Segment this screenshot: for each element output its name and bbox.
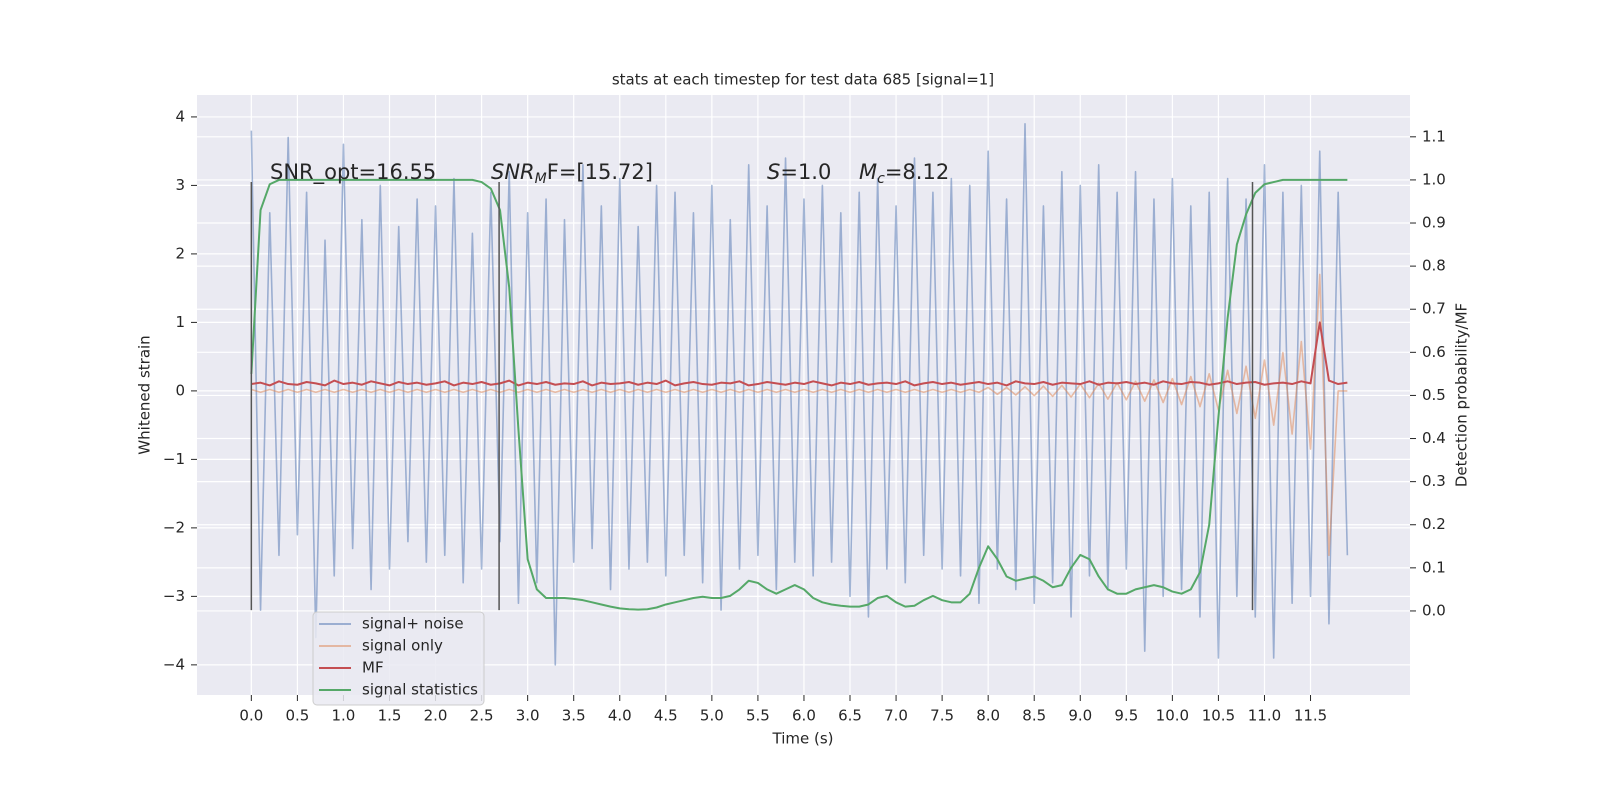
- x-tick-label: 3.0: [516, 707, 540, 725]
- annotation: SNR_opt=16.55: [270, 160, 436, 185]
- y-tick-label: 2: [175, 244, 185, 262]
- y-tick-label: 0: [175, 381, 185, 399]
- annotation-part: S: [767, 160, 780, 184]
- x-axis-label: Time (s): [772, 730, 834, 748]
- y2-axis-label: Detection probability/MF: [1453, 303, 1471, 487]
- x-tick-label: 5.5: [746, 707, 770, 725]
- series-line: [251, 273, 1348, 557]
- legend-label: MF: [362, 659, 384, 677]
- x-tick-label: 10.5: [1202, 707, 1235, 725]
- y2-tick-label: 0.3: [1422, 472, 1446, 490]
- x-tick-label: 10.0: [1156, 707, 1189, 725]
- x-tick-label: 8.0: [976, 707, 1000, 725]
- x-tick-label: 1.0: [332, 707, 356, 725]
- x-tick-label: 6.5: [838, 707, 862, 725]
- y-tick-label: 4: [175, 107, 185, 125]
- legend-label: signal statistics: [362, 681, 478, 699]
- legend-label: signal only: [362, 637, 443, 655]
- x-tick-label: 5.0: [700, 707, 724, 725]
- x-tick-label: 0.0: [239, 707, 263, 725]
- x-tick-label: 7.5: [930, 707, 954, 725]
- annotation-part: M: [859, 160, 877, 184]
- legend-label: signal+ noise: [362, 615, 464, 633]
- y2-tick-label: 0.4: [1422, 429, 1446, 447]
- y2-tick-label: 0.6: [1422, 343, 1446, 361]
- x-tick-label: 11.5: [1294, 707, 1327, 725]
- series-line: [250, 178, 1348, 611]
- series-line: [251, 321, 1348, 387]
- x-tick-label: 7.0: [884, 707, 908, 725]
- x-tick-label: 6.0: [792, 707, 816, 725]
- y2-tick-label: 0.7: [1422, 300, 1446, 318]
- y-tick-label: −1: [163, 450, 185, 468]
- y-tick-label: 1: [175, 313, 185, 331]
- y2-tick-label: 0.5: [1422, 386, 1446, 404]
- y-tick-label: −4: [163, 655, 185, 673]
- annotation-part: =8.12: [885, 160, 949, 184]
- y-tick-label: −3: [163, 587, 185, 605]
- x-tick-label: 0.5: [285, 707, 309, 725]
- annotation-part: SNR: [491, 160, 535, 184]
- x-tick-label: 2.5: [470, 707, 494, 725]
- y2-tick-label: 1.0: [1422, 170, 1446, 188]
- x-tick-label: 8.5: [1022, 707, 1046, 725]
- x-tick-label: 3.5: [562, 707, 586, 725]
- x-tick-label: 4.0: [608, 707, 632, 725]
- annotation: S=1.0: [767, 160, 831, 184]
- y2-tick-label: 0.1: [1422, 558, 1446, 576]
- annotation: SNRMF=[15.72]: [491, 160, 653, 187]
- y-axis-label: Whitened strain: [136, 335, 154, 454]
- x-tick-label: 9.5: [1114, 707, 1138, 725]
- annotation-part: =1.0: [780, 160, 831, 184]
- annotation-part: F=[15.72]: [547, 160, 653, 184]
- x-tick-label: 2.0: [424, 707, 448, 725]
- x-tick-label: 1.5: [378, 707, 402, 725]
- y2-tick-label: 0.2: [1422, 515, 1446, 533]
- annotation: Mc=8.12: [859, 160, 949, 187]
- y2-tick-label: 0.8: [1422, 257, 1446, 275]
- y2-tick-label: 0.9: [1422, 214, 1446, 232]
- annotation-sub: c: [877, 171, 885, 187]
- y2-tick-label: 1.1: [1422, 127, 1446, 145]
- x-tick-label: 4.5: [654, 707, 678, 725]
- series-line: [250, 122, 1349, 666]
- x-tick-label: 11.0: [1248, 707, 1281, 725]
- annotation-sub: M: [535, 171, 547, 187]
- chart-title: stats at each timestep for test data 685…: [612, 71, 994, 89]
- y-tick-label: −2: [163, 518, 185, 536]
- x-tick-label: 9.0: [1068, 707, 1092, 725]
- legend-box: [312, 611, 485, 706]
- y2-tick-label: 0.0: [1422, 601, 1446, 619]
- y-tick-label: 3: [175, 176, 185, 194]
